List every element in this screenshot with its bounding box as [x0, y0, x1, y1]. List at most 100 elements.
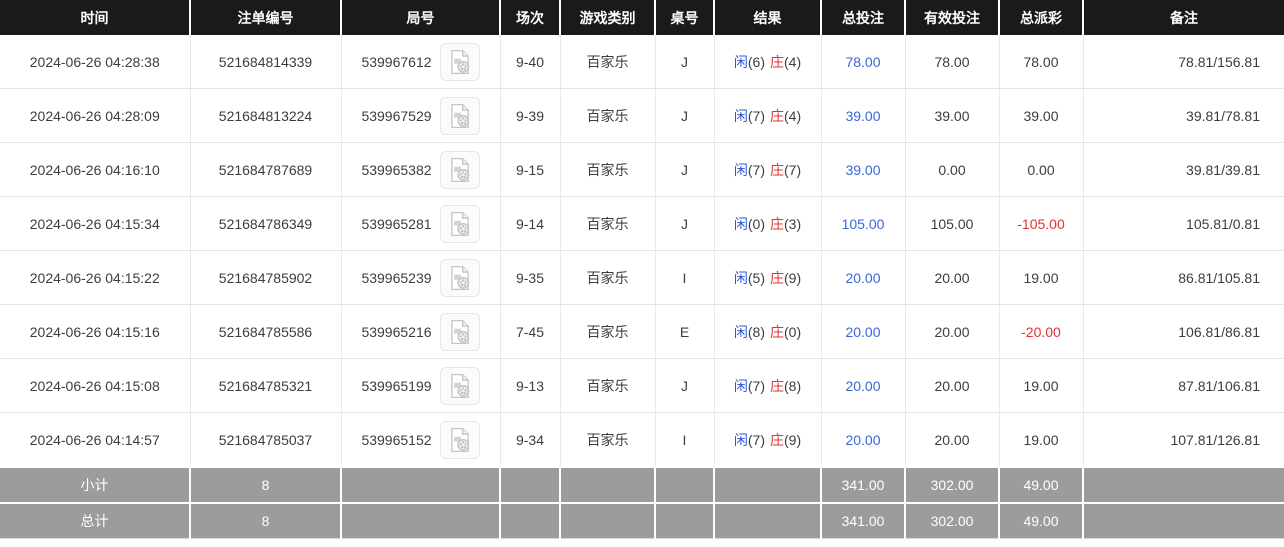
table-no-cell: J	[654, 88, 714, 143]
subtotal-count-cell: 8	[189, 466, 341, 503]
total-bet-cell: 39.00	[820, 88, 905, 143]
round-id-cell: 539965382	[340, 142, 500, 197]
banker-result-label: 庄	[770, 377, 784, 394]
banker-result-label: 庄	[770, 269, 784, 286]
player-result-label: 闲	[733, 377, 748, 394]
table-no-cell: I	[654, 250, 714, 305]
subtotal-valid-bet-cell: 302.00	[904, 466, 999, 503]
session-cell: 9-39	[499, 88, 560, 143]
video-file-icon	[450, 427, 469, 452]
video-file-icon	[450, 211, 469, 236]
time-cell: 2024-06-26 04:15:22	[0, 250, 190, 305]
remark-cell: 86.81/105.81	[1082, 250, 1284, 305]
table-row: 2024-06-26 04:15:22 521684785902 5399652…	[0, 250, 1284, 305]
player-result-label: 闲	[733, 215, 748, 232]
banker-result-label: 庄	[770, 323, 784, 340]
subtotal-label-cell: 小计	[0, 466, 190, 503]
round-id-cell: 539965216	[340, 304, 500, 359]
round-id-text: 539965239	[361, 269, 432, 286]
game-type-cell: 百家乐	[559, 358, 655, 413]
round-id-cell: 539965152	[340, 412, 500, 468]
game-type-cell: 百家乐	[559, 88, 655, 143]
video-replay-button[interactable]	[439, 258, 480, 297]
total-bet-cell: 39.00	[820, 142, 905, 197]
total-payout-cell: 78.00	[998, 35, 1083, 89]
video-file-icon	[450, 265, 469, 290]
player-result-score: (6)	[747, 53, 765, 70]
video-replay-button[interactable]	[439, 366, 480, 405]
footer-empty-cell	[1082, 466, 1284, 503]
total-payout-cell: -20.00	[998, 304, 1083, 359]
session-cell: 7-45	[499, 304, 560, 359]
table-no-cell: J	[654, 142, 714, 197]
result-cell: 闲(8) 庄(0)	[713, 304, 821, 359]
time-cell: 2024-06-26 04:15:08	[0, 358, 190, 413]
player-result-score: (0)	[747, 215, 765, 232]
round-id-text: 539967612	[361, 53, 432, 70]
table-row: 2024-06-26 04:14:57 521684785037 5399651…	[0, 412, 1284, 468]
session-cell: 9-40	[499, 35, 560, 89]
total-payout-cell: 39.00	[998, 88, 1083, 143]
total-payout-cell: -105.00	[998, 196, 1083, 251]
banker-result-label: 庄	[770, 215, 784, 232]
total-row: 总计 8 341.00 302.00 49.00	[0, 502, 1284, 539]
footer-empty-cell	[499, 466, 560, 503]
video-replay-button[interactable]	[439, 420, 480, 459]
remark-cell: 78.81/156.81	[1082, 35, 1284, 89]
time-cell: 2024-06-26 04:15:34	[0, 196, 190, 251]
total-bet-cell: 20.00	[820, 304, 905, 359]
bet-id-cell: 521684813224	[189, 88, 341, 143]
banker-result-score: (8)	[784, 377, 802, 394]
session-cell: 9-14	[499, 196, 560, 251]
footer-empty-cell	[499, 502, 560, 539]
remark-cell: 106.81/86.81	[1082, 304, 1284, 359]
subtotal-total-bet-cell: 341.00	[820, 466, 905, 503]
table-body: 2024-06-26 04:28:38 521684814339 5399676…	[0, 35, 1284, 468]
bet-id-cell: 521684787689	[189, 142, 341, 197]
player-result-label: 闲	[733, 269, 748, 286]
total-bet-cell: 20.00	[820, 412, 905, 468]
valid-bet-cell: 39.00	[904, 88, 999, 143]
time-cell: 2024-06-26 04:28:09	[0, 88, 190, 143]
bet-id-cell: 521684785037	[189, 412, 341, 468]
bet-id-cell: 521684785902	[189, 250, 341, 305]
video-replay-button[interactable]	[439, 204, 480, 243]
round-id-text: 539965199	[361, 377, 432, 394]
total-label-cell: 总计	[0, 502, 190, 539]
player-result-label: 闲	[733, 53, 748, 70]
valid-bet-cell: 20.00	[904, 250, 999, 305]
remark-cell: 39.81/39.81	[1082, 142, 1284, 197]
col-header-session: 场次	[499, 0, 560, 35]
valid-bet-cell: 78.00	[904, 35, 999, 89]
footer-empty-cell	[1082, 502, 1284, 539]
table-no-cell: E	[654, 304, 714, 359]
time-cell: 2024-06-26 04:28:38	[0, 35, 190, 89]
total-payout-cell: 0.00	[998, 142, 1083, 197]
video-replay-button[interactable]	[439, 312, 480, 351]
valid-bet-cell: 105.00	[904, 196, 999, 251]
table-row: 2024-06-26 04:15:34 521684786349 5399652…	[0, 196, 1284, 251]
video-file-icon	[450, 319, 469, 344]
bet-id-cell: 521684785586	[189, 304, 341, 359]
player-result-score: (8)	[747, 323, 765, 340]
session-cell: 9-13	[499, 358, 560, 413]
video-replay-button[interactable]	[439, 150, 480, 189]
table-no-cell: I	[654, 412, 714, 468]
banker-result-score: (4)	[784, 107, 802, 124]
col-header-total-bet: 总投注	[820, 0, 905, 35]
col-header-bet-id: 注单编号	[189, 0, 341, 35]
video-replay-button[interactable]	[439, 96, 480, 135]
table-header-row: 时间 注单编号 局号 场次 游戏类别 桌号 结果 总投注 有效投注 总派彩 备注	[0, 0, 1284, 35]
valid-bet-cell: 0.00	[904, 142, 999, 197]
banker-result-score: (7)	[784, 161, 802, 178]
game-type-cell: 百家乐	[559, 35, 655, 89]
valid-bet-cell: 20.00	[904, 304, 999, 359]
round-id-cell: 539965239	[340, 250, 500, 305]
banker-result-label: 庄	[770, 431, 784, 448]
total-bet-cell: 105.00	[820, 196, 905, 251]
banker-result-label: 庄	[770, 107, 784, 124]
session-cell: 9-35	[499, 250, 560, 305]
col-header-time: 时间	[0, 0, 190, 35]
video-replay-button[interactable]	[439, 42, 480, 81]
